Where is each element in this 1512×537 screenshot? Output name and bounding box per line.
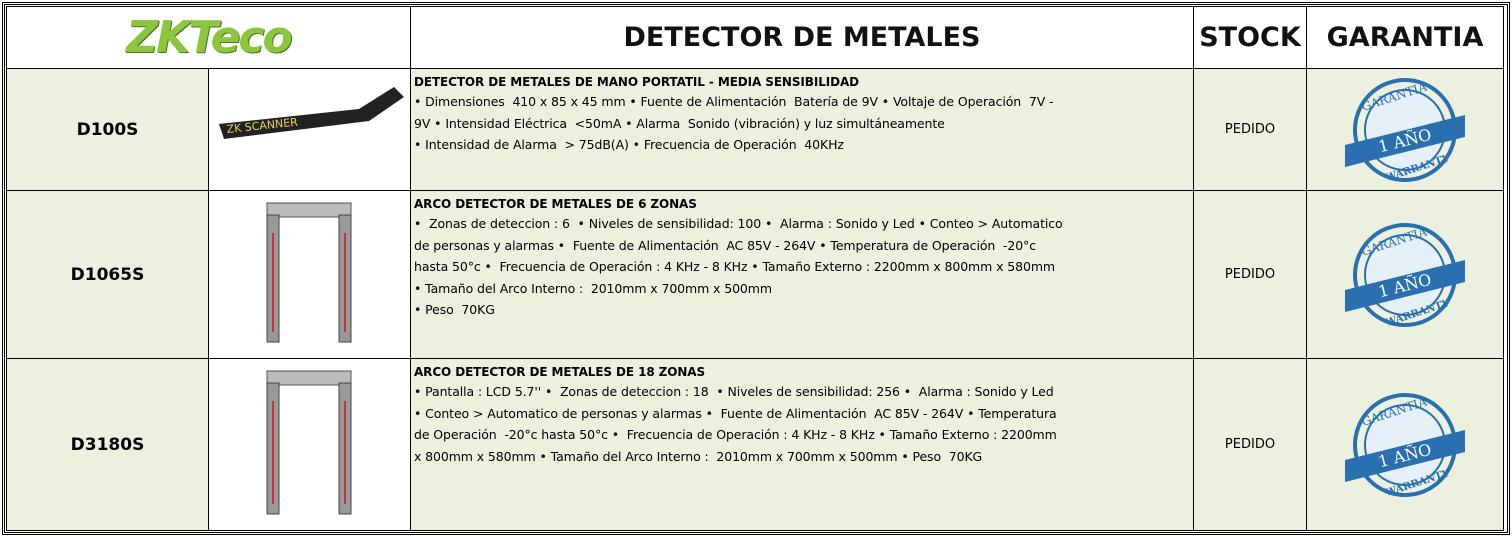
product-photo: [266, 202, 352, 343]
description-line: x 800mm x 580mm • Tamaño del Arco Intern…: [414, 448, 983, 464]
description-line: 9V • Intensidad Eléctrica <50mA • Alarma…: [414, 115, 945, 131]
warranty: GARANTIA 1 AÑO WARRANTY: [1306, 190, 1504, 359]
stock-status: PEDIDO: [1224, 437, 1276, 452]
scanner-handle: [219, 87, 404, 139]
stock: PEDIDO: [1193, 358, 1307, 531]
model: D1065S: [6, 190, 209, 359]
description-title: DETECTOR DE METALES DE MANO PORTATIL - M…: [414, 75, 860, 89]
description-line: • Pantalla : LCD 5.7'' • Zonas de detecc…: [414, 384, 1054, 399]
description-line: de Operación -20°c hasta 50°c • Frecuenc…: [414, 427, 1057, 442]
description-title: ARCO DETECTOR DE METALES DE 6 ZONAS: [414, 197, 697, 211]
stock: PEDIDO: [1193, 68, 1307, 191]
warranty: GARANTIA 1 AÑO WARRANTY: [1306, 358, 1504, 531]
stamp-ribbon: [1345, 259, 1465, 312]
description: ARCO DETECTOR DE METALES DE 6 ZONAS • Zon…: [410, 190, 1194, 359]
product-image: [208, 358, 411, 531]
warranty: GARANTIA 1 AÑO WARRANTY: [1306, 68, 1504, 191]
header-stock: STOCK: [1193, 6, 1307, 69]
model-name: D100S: [76, 119, 139, 140]
model: D100S: [6, 68, 209, 191]
stamp-ribbon: [1345, 429, 1465, 482]
product-image: [208, 190, 411, 359]
model: D3180S: [6, 358, 209, 531]
product-photo: [266, 370, 352, 515]
header-title: DETECTOR DE METALES: [410, 6, 1194, 69]
stock-status: PEDIDO: [1224, 267, 1276, 282]
description-line: • Tamaño del Arco Interno : 2010mm x 700…: [414, 280, 772, 296]
product-image: ZK SCANNER: [208, 68, 411, 191]
product-photo: ZK SCANNER: [219, 87, 404, 139]
logo-cell: ZKTeco: [6, 6, 411, 69]
description: ARCO DETECTOR DE METALES DE 18 ZONAS • Pa…: [410, 358, 1194, 531]
arch-top: [266, 370, 352, 386]
logo: ZKTeco: [126, 12, 292, 63]
arch-top: [266, 202, 352, 218]
description-line: hasta 50°c • Frecuencia de Operación : 4…: [414, 259, 1055, 274]
stock-status: PEDIDO: [1224, 122, 1276, 137]
description-line: • Conteo > Automatico de personas y alar…: [414, 405, 1057, 421]
description-line: • Dimensiones 410 x 85 x 45 mm • Fuente …: [414, 94, 1054, 109]
description-line: • Peso 70KG: [414, 302, 495, 317]
stamp-ribbon: [1345, 114, 1465, 167]
description-line: • Intensidad de Alarma > 75dB(A) • Frecu…: [414, 137, 844, 152]
description: DETECTOR DE METALES DE MANO PORTATIL - M…: [410, 68, 1194, 191]
model-name: D1065S: [70, 264, 145, 285]
stock: PEDIDO: [1193, 190, 1307, 359]
model-name: D3180S: [70, 434, 145, 455]
description-title: ARCO DETECTOR DE METALES DE 18 ZONAS: [414, 365, 706, 379]
description-line: • Zonas de deteccion : 6 • Niveles de se…: [414, 216, 1063, 231]
description-line: de personas y alarmas • Fuente de Alimen…: [414, 237, 1036, 253]
header-warranty: GARANTIA: [1306, 6, 1504, 69]
